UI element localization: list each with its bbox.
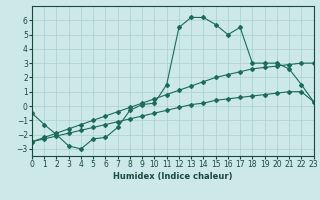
X-axis label: Humidex (Indice chaleur): Humidex (Indice chaleur) [113, 172, 233, 181]
